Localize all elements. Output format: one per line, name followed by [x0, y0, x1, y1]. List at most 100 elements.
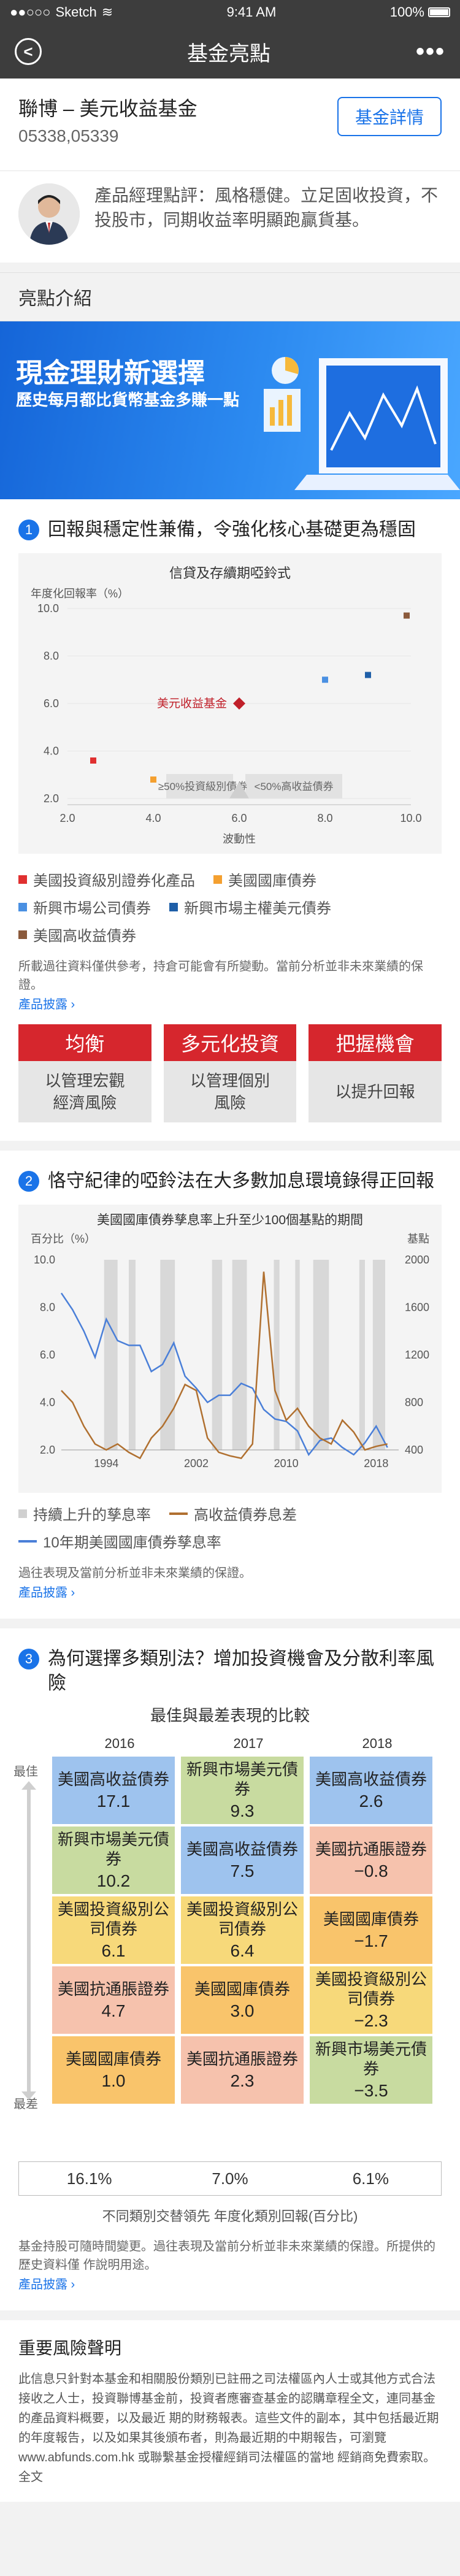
spacer — [0, 1141, 460, 1151]
asset-name: 新興市場美元債券 — [57, 1830, 169, 1868]
y-tick-label: 2.0 — [44, 792, 59, 805]
feature-card-title: 均衡 — [18, 1024, 151, 1061]
legend-swatch — [18, 1539, 37, 1543]
data-point — [365, 672, 371, 678]
asset-name: 美國高收益債券 — [315, 1770, 427, 1788]
section-1-heading: 1 回報與穩定性兼備，令強化核心基礎更為穩固 — [0, 499, 460, 553]
ranking-cell: 美國抗通脹證券 4.7 — [52, 1966, 175, 2034]
asset-name: 美國抗通脹證券 — [57, 1980, 169, 1998]
x-axis-label: 波動性 — [223, 833, 256, 845]
y-tick-label-right: 2000 — [405, 1254, 429, 1266]
y-tick-label: 4.0 — [44, 745, 59, 757]
asset-return: 7.5 — [230, 1861, 255, 1880]
worst-label: 最差 — [13, 2098, 38, 2111]
chart-title: 美國國庫債券孳息率上升至少100個基點的期間 — [97, 1213, 363, 1227]
line-chart-panel: 美國國庫債券孳息率上升至少100個基點的期間 百分比（%） 基點 2.0 4.0 6.0 8… — [18, 1205, 442, 1493]
legend-swatch — [169, 1512, 188, 1515]
y-axis-label: 年度化回報率（%） — [31, 588, 129, 600]
fund-name: 聯博 – 美元收益基金 — [18, 98, 197, 120]
section-2-number: 2 — [18, 1171, 39, 1192]
spacer — [0, 1493, 460, 1503]
asset-return: −3.5 — [354, 2081, 388, 2100]
manager-avatar-icon — [18, 183, 80, 245]
legend-swatch — [18, 930, 27, 939]
asset-name: 美國高收益債券 — [186, 1840, 298, 1858]
asset-name: 美國國庫債券 — [65, 2050, 161, 2068]
manager-comment-box: 產品經理點評：風格穩健。立足固收投資，不投股市，同期收益率明顯跑贏貨基。 — [0, 171, 460, 263]
x-tick-label: 2.0 — [59, 812, 75, 824]
shaded-period — [104, 1260, 118, 1450]
asset-return: 10.2 — [96, 1871, 131, 1890]
feature-card: 均衡 以管理宏觀 經濟風險 — [18, 1024, 151, 1122]
section-1-disclosure-link[interactable]: 產品披露 › — [18, 998, 75, 1011]
back-button[interactable]: < — [15, 38, 42, 65]
feature-cards: 均衡 以管理宏觀 經濟風險 多元化投資 以管理個別 風險 把握機會 以提升回報 — [0, 1012, 460, 1141]
more-button[interactable]: ••• — [415, 37, 445, 65]
legend-swatch — [18, 875, 27, 884]
asset-name: 美國投資級別公司債券 — [186, 1900, 298, 1938]
signal-icon: ●●○○○ — [10, 4, 51, 20]
ranking-cell: 美國抗通脹證券 2.3 — [181, 2036, 304, 2104]
legend-item: 美國投資級別證券化產品 — [18, 868, 195, 890]
y-tick-label: 6.0 — [44, 697, 59, 710]
zone-label: ≥50%投資級別債券 — [158, 781, 247, 792]
asset-return: 3.0 — [230, 2001, 255, 2020]
data-point — [404, 612, 410, 619]
zone-divider-icon — [229, 781, 249, 799]
fund-point-label: 美元收益基金 — [157, 697, 227, 710]
section-1-number: 1 — [18, 519, 39, 540]
feature-card-desc: 以管理個別 風險 — [163, 1061, 297, 1122]
asset-return: 6.1 — [101, 1941, 126, 1960]
legend-swatch — [18, 902, 27, 911]
ranking-cell: 美國國庫債券 3.0 — [181, 1966, 304, 2034]
section-3-disclosure-link[interactable]: 產品披露 › — [18, 2278, 75, 2291]
legend-label: 新興市場主權美元債券 — [184, 900, 331, 917]
banner-subtitle: 歷史每月都比貨幣基金多賺一點 — [16, 391, 240, 409]
nav-bar: < 基金亮點 ••• — [0, 25, 460, 79]
back-arrow-icon: < — [23, 42, 33, 61]
feature-card-desc: 以提升回報 — [309, 1061, 442, 1122]
feature-card: 把握機會 以提升回報 — [309, 1024, 442, 1122]
data-point — [150, 776, 156, 783]
section-3-subtitle: 最佳與最差表現的比較 — [150, 1706, 310, 1725]
ranking-cell: 美國投資級別公司債券 −2.3 — [310, 1966, 432, 2034]
section-1-heading-text: 回報與穩定性兼備，令強化核心基礎更為穩固 — [48, 519, 416, 540]
zone-band — [245, 774, 342, 799]
battery-label: 100% — [389, 4, 424, 20]
section-3-heading: 3 為何選擇多類別法？增加投資機會及分散利率風險 — [0, 1628, 460, 1707]
ranking-cell: 美國投資級別公司債券 6.1 — [52, 1896, 175, 1964]
asset-return: 1.0 — [101, 2071, 126, 2090]
risk-title: 重要風險聲明 — [18, 2339, 122, 2358]
banner-title: 現金理財新選擇 — [16, 358, 205, 388]
legend-label: 美國投資級別證券化產品 — [33, 873, 195, 889]
x-tick-label: 2018 — [364, 1457, 388, 1470]
legend-label: 10年期美國國庫債券孳息率 — [43, 1535, 221, 1551]
x-tick-label: 2002 — [184, 1457, 209, 1470]
promo-banner: 現金理財新選擇 歷史每月都比貨幣基金多賺一點 — [0, 321, 460, 499]
fund-detail-button[interactable]: 基金詳情 — [337, 97, 442, 136]
y-tick-label-left: 4.0 — [40, 1397, 55, 1409]
shaded-period — [274, 1260, 280, 1450]
feature-card-title: 多元化投資 — [163, 1024, 297, 1061]
ranking-cell: 新興市場美元債券 −3.5 — [310, 2036, 432, 2104]
battery-icon — [428, 7, 450, 17]
y-tick-label-left: 8.0 — [40, 1301, 55, 1314]
ranking-cell: 美國高收益債券 17.1 — [52, 1757, 175, 1824]
section-2-disclosure-link[interactable]: 產品披露 › — [18, 1586, 75, 1600]
shaded-period — [129, 1260, 136, 1450]
feature-card-title: 把握機會 — [309, 1024, 442, 1061]
asset-name: 美國高收益債券 — [57, 1770, 169, 1788]
line-legend: 持續上升的孳息率 高收益債券息差 10年期美國國庫債券孳息率 — [0, 1503, 460, 1552]
data-point — [90, 757, 96, 764]
year-label: 2018 — [362, 1736, 393, 1751]
page-title: 基金亮點 — [186, 42, 270, 66]
section-2-heading-text: 恪守紀律的啞鈴法在大多數加息環境錄得正回報 — [48, 1171, 434, 1191]
y-axis-label-left: 百分比（%） — [31, 1233, 96, 1245]
status-time: 9:41 AM — [226, 4, 277, 20]
shaded-period — [359, 1260, 365, 1450]
asset-name: 美國抗通脹證券 — [186, 2050, 298, 2068]
asset-name: 美國抗通脹證券 — [315, 1840, 427, 1858]
asset-name: 美國投資級別公司債券 — [315, 1970, 427, 2008]
scatter-chart-panel: 信貸及存續期啞鈴式 年度化回報率（%） ≥50%投資級別債券 <50%高收益債券 2.0… — [18, 553, 442, 854]
